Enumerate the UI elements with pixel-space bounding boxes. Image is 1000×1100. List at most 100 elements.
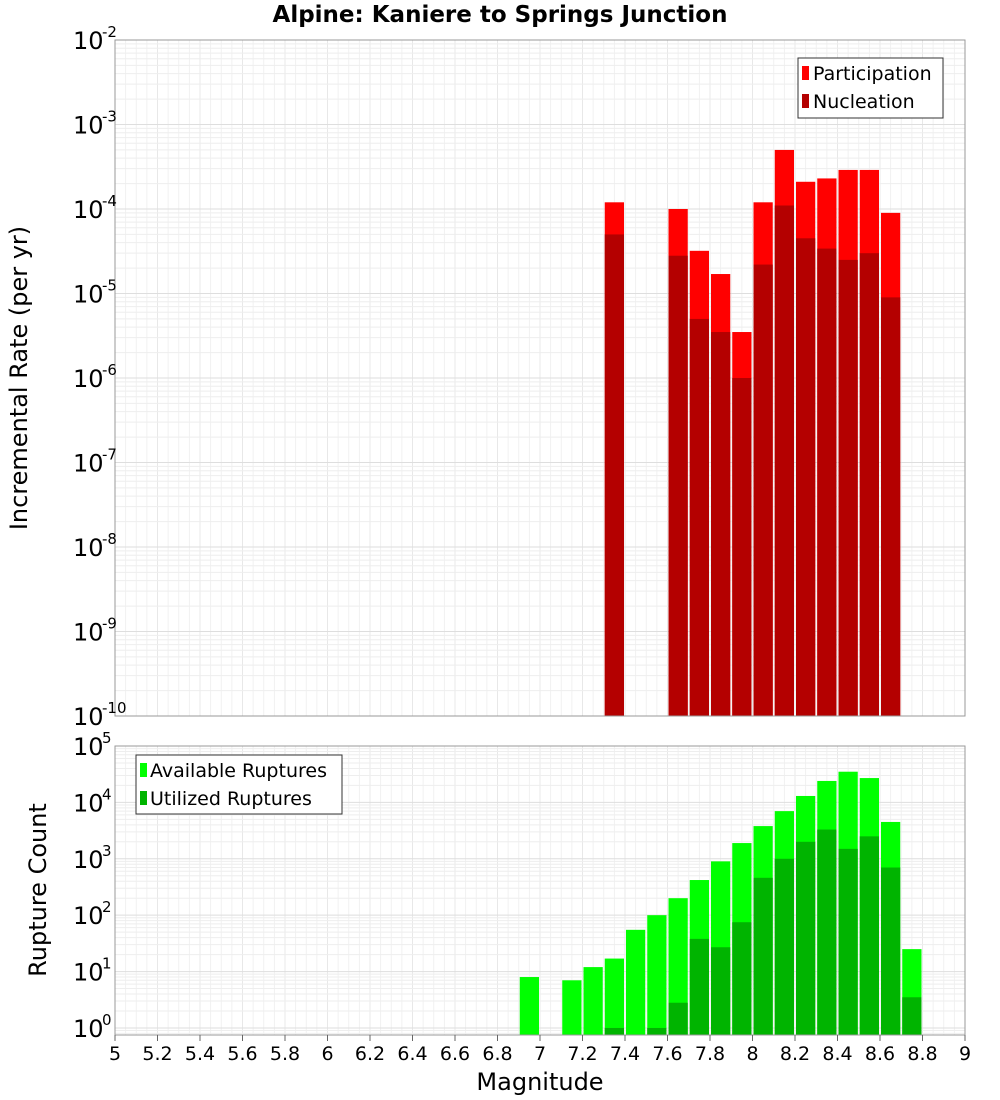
legend-swatch-available xyxy=(140,763,147,777)
top-bar-nucleation xyxy=(668,255,688,716)
top-y-tick-label: 10 xyxy=(73,534,104,562)
top-bar-nucleation xyxy=(774,205,794,716)
legend-label-available: Available Ruptures xyxy=(150,760,327,782)
legend-swatch-participation xyxy=(802,66,809,80)
x-tick-label: 8.2 xyxy=(780,1043,810,1065)
x-tick-label: 7.6 xyxy=(652,1043,682,1065)
top-bar-nucleation xyxy=(796,238,816,717)
bottom-legend-box xyxy=(135,754,343,815)
x-tick-label: 7 xyxy=(534,1043,546,1065)
top-y-ticks: 10-210-310-410-510-610-710-810-910-10 xyxy=(73,23,127,731)
legend-swatch-nucleation xyxy=(802,94,809,108)
x-tick-label: 6 xyxy=(321,1043,333,1065)
top-y-tick-exponent: -3 xyxy=(102,108,117,126)
legend-swatch-utilized xyxy=(140,791,147,805)
bottom-y-tick-label: 10 xyxy=(73,902,104,930)
bottom-bar-utilized-ruptures xyxy=(817,829,837,1035)
top-bar-nucleation xyxy=(753,264,773,716)
bottom-y-tick-exponent: 3 xyxy=(102,842,112,860)
x-axis-label: Magnitude xyxy=(476,1068,603,1096)
chart-title: Alpine: Kaniere to Springs Junction xyxy=(273,2,728,28)
x-tick-label: 8.4 xyxy=(822,1043,852,1065)
x-tick-label: 5.2 xyxy=(142,1043,172,1065)
top-y-tick-label: 10 xyxy=(73,619,104,647)
bottom-bar-utilized-ruptures xyxy=(796,841,816,1035)
top-y-tick-exponent: -8 xyxy=(102,530,117,548)
top-bar-nucleation xyxy=(817,248,837,716)
top-y-tick-exponent: -10 xyxy=(102,699,127,717)
bottom-bars xyxy=(519,771,922,1035)
x-tick-label: 5.6 xyxy=(227,1043,257,1065)
bottom-bar-utilized-ruptures xyxy=(668,1002,688,1035)
bottom-y-tick-label: 10 xyxy=(73,1015,104,1043)
bottom-y-tick-exponent: 1 xyxy=(102,955,112,973)
x-tick-label: 6.4 xyxy=(397,1043,427,1065)
top-plot-border xyxy=(114,39,966,717)
x-tick-label: 8.8 xyxy=(907,1043,937,1065)
x-tick-label: 7.8 xyxy=(695,1043,725,1065)
bottom-y-tick-label: 10 xyxy=(73,959,104,987)
top-y-tick-label: 10 xyxy=(73,27,104,55)
bottom-bar-available-ruptures xyxy=(604,958,624,1035)
x-tick-label: 8.6 xyxy=(865,1043,895,1065)
top-y-tick-exponent: -2 xyxy=(102,23,117,41)
top-bar-nucleation xyxy=(604,234,624,717)
bottom-bar-utilized-ruptures xyxy=(774,858,794,1035)
top-y-tick-label: 10 xyxy=(73,281,104,309)
top-y-tick-exponent: -9 xyxy=(102,615,117,633)
top-y-tick-label: 10 xyxy=(73,196,104,224)
bottom-y-tick-label: 10 xyxy=(73,733,104,761)
x-tick-label: 8 xyxy=(746,1043,758,1065)
top-y-axis-label: Incremental Rate (per yr) xyxy=(5,226,33,530)
x-tick-label: 6.6 xyxy=(440,1043,470,1065)
bottom-y-tick-exponent: 2 xyxy=(102,898,112,916)
x-tick-label: 5.4 xyxy=(185,1043,215,1065)
legend-label-utilized: Utilized Ruptures xyxy=(150,788,312,810)
bottom-y-tick-label: 10 xyxy=(73,846,104,874)
legend-label-nucleation: Nucleation xyxy=(813,91,915,113)
top-legend: Participation Nucleation xyxy=(797,57,944,119)
bottom-bar-available-ruptures xyxy=(626,929,646,1035)
legend-label-participation: Participation xyxy=(813,63,932,85)
bottom-bar-available-ruptures xyxy=(668,898,688,1035)
bottom-x-ticks: 5 5.2 5.4 5.6 5.8 6 6.2 6.4 6.6 6.8 7 7.2 7.4 7.6 7.8 8… xyxy=(109,1035,971,1065)
x-tick-label: 7.2 xyxy=(567,1043,597,1065)
bottom-bar-available-ruptures xyxy=(647,915,667,1035)
top-bar-nucleation xyxy=(732,378,752,716)
top-bar-nucleation xyxy=(881,297,901,716)
top-bar-nucleation xyxy=(711,332,731,716)
top-y-tick-exponent: -4 xyxy=(102,192,117,210)
x-tick-label: 6.8 xyxy=(482,1043,512,1065)
bottom-bar-available-ruptures xyxy=(583,967,603,1035)
x-tick-label: 6.2 xyxy=(355,1043,385,1065)
x-tick-label: 7.4 xyxy=(610,1043,640,1065)
bottom-bar-utilized-ruptures xyxy=(732,922,752,1035)
bottom-bar-utilized-ruptures xyxy=(859,836,879,1035)
bottom-legend: Available Ruptures Utilized Ruptures xyxy=(135,754,343,815)
top-y-tick-label: 10 xyxy=(73,112,104,140)
bottom-bar-utilized-ruptures xyxy=(902,997,922,1035)
top-y-tick-label: 10 xyxy=(73,365,104,393)
top-y-tick-exponent: -5 xyxy=(102,277,117,295)
bottom-bar-utilized-ruptures xyxy=(689,938,709,1035)
bottom-y-tick-label: 10 xyxy=(73,789,104,817)
bottom-y-axis-label: Rupture Count xyxy=(24,803,52,977)
top-bar-nucleation xyxy=(689,318,709,716)
top-y-tick-exponent: -7 xyxy=(102,446,117,464)
top-bar-nucleation xyxy=(859,253,879,716)
bottom-bar-utilized-ruptures xyxy=(881,867,901,1035)
bottom-bar-utilized-ruptures xyxy=(647,1027,667,1035)
bottom-bar-utilized-ruptures xyxy=(838,848,858,1035)
bottom-bar-utilized-ruptures xyxy=(753,877,773,1035)
x-tick-label: 9 xyxy=(959,1043,971,1065)
bottom-bar-available-ruptures xyxy=(519,977,539,1035)
top-gridlines xyxy=(114,40,966,717)
top-bars xyxy=(604,149,901,717)
bottom-bar-available-ruptures xyxy=(562,980,582,1035)
top-y-tick-exponent: -6 xyxy=(102,361,117,379)
bottom-y-tick-exponent: 4 xyxy=(102,785,112,803)
top-legend-box xyxy=(797,57,944,119)
bottom-bar-utilized-ruptures xyxy=(711,947,731,1035)
